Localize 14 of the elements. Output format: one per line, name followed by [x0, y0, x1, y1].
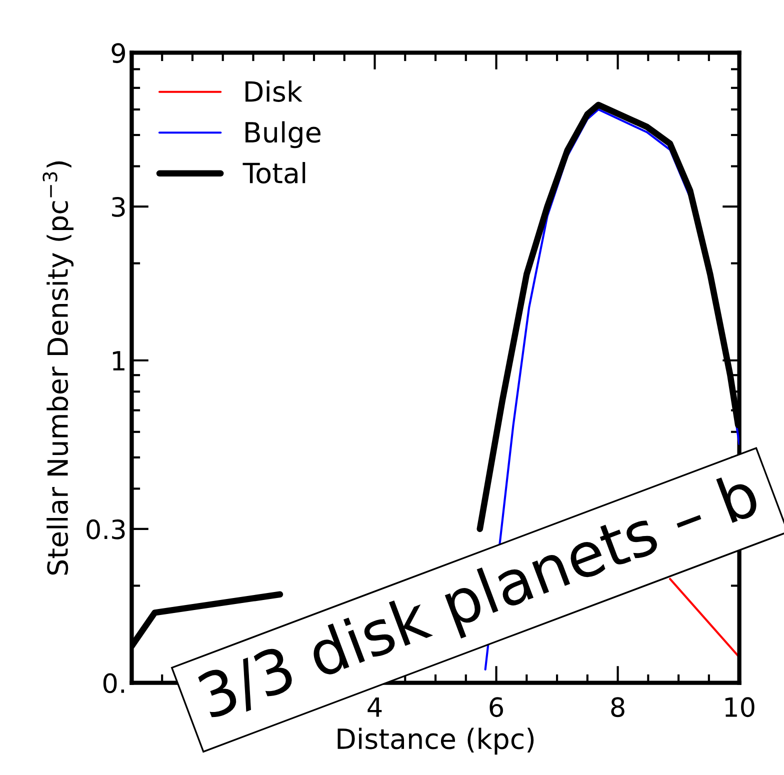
x-axis-title: Distance (kpc)	[338, 728, 534, 755]
x-tick-label: 6	[490, 697, 504, 718]
y-tick-label: 0.3	[86, 519, 125, 540]
y-axis-title: Stellar Number Density (pc$^{−3}$)	[42, 161, 74, 575]
x-tick-label: 8	[611, 697, 624, 718]
legend-label: Total	[242, 162, 306, 184]
legend-label: Bulge	[246, 121, 320, 148]
y-tick-label: 0.	[103, 673, 124, 694]
y-tick-label: 9	[112, 43, 125, 64]
x-tick-label: 10	[725, 697, 754, 718]
y-tick-label: 3	[112, 196, 125, 217]
x-tick-label: 4	[368, 697, 382, 717]
y-tick-label: 1	[112, 351, 124, 370]
legend-label: Disk	[246, 80, 302, 102]
